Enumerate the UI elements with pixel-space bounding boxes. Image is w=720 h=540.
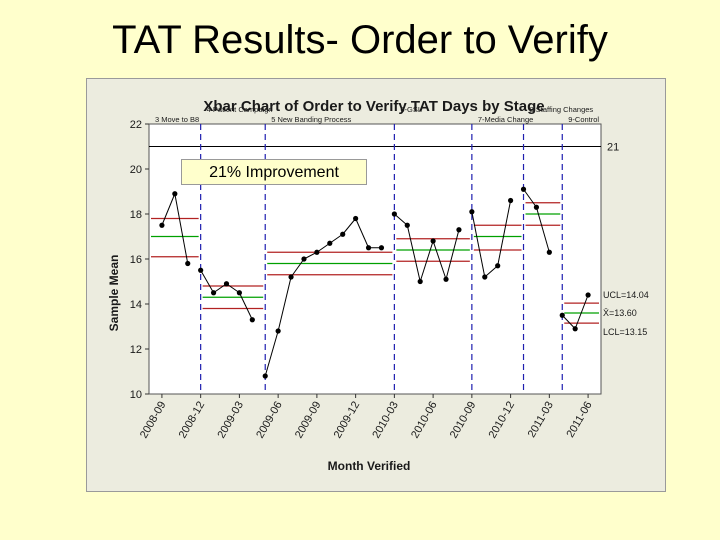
series-segment [200,270,215,293]
data-point [482,274,488,280]
x-axis-title: Month Verified [328,459,411,473]
data-point [469,209,475,215]
series-segment [213,283,227,294]
chart-frame: Xbar Chart of Order to Verify TAT Days b… [86,78,666,492]
data-point [301,256,307,262]
y-axis-title: Sample Mean [107,255,121,332]
stage-label: 6-GSL [400,105,422,114]
data-point [365,245,372,251]
data-point [559,312,565,318]
data-point [391,211,397,217]
series-segment [394,213,408,226]
stage-label: 7-Media Change [478,115,533,124]
series-segment [161,193,176,226]
data-point [327,240,333,246]
xbar-chart: Xbar Chart of Order to Verify TAT Days b… [87,79,665,491]
series-segment [561,314,576,330]
series-segment [432,240,447,280]
series-segment [535,207,550,253]
data-point [572,326,578,332]
stage-label: 4 Patient Campaign [207,105,273,114]
limit-label: X̄=13.60 [603,308,637,318]
data-point [353,215,359,222]
series-segment [574,294,589,329]
data-point [314,249,320,255]
y-tick-label: 10 [130,389,142,401]
data-point [249,317,255,323]
data-point [546,249,552,255]
data-point [210,290,217,296]
data-point [456,227,462,233]
stage-label: 8 Staffing Changes [530,105,594,114]
data-point [340,231,346,237]
limit-label: UCL=14.04 [603,290,649,300]
series-segment [277,276,292,332]
series-segment [264,330,279,377]
data-point [262,373,268,379]
data-point [585,292,591,298]
improvement-callout: 21% Improvement [181,159,367,185]
y-tick-label: 18 [130,209,142,221]
stage-label: 5 New Banding Process [271,115,351,124]
series-segment [329,233,344,244]
series-segment [406,225,421,282]
data-point [430,238,436,244]
series-segment [497,200,512,266]
series-segment [316,242,331,253]
data-point [236,290,242,296]
data-point [443,276,449,282]
y-tick-label: 22 [130,119,142,131]
stage-label: 3 Move to B8 [155,115,199,124]
data-point [404,222,410,228]
data-point [198,267,204,273]
data-point [495,263,501,269]
series-segment [342,218,357,235]
limit-label: LCL=13.15 [603,327,647,337]
data-point [185,260,191,267]
series-segment [419,240,434,282]
series-segment [226,283,240,294]
y-tick-label: 12 [130,344,142,356]
data-point [172,191,178,197]
series-segment [290,258,305,278]
y-tick-label: 20 [130,164,142,176]
series-segment [355,218,370,248]
series-segment [471,211,486,278]
stage-label: 9-Control [568,115,599,124]
data-point [508,197,514,204]
series-segment [445,229,460,280]
series-segment [174,193,189,264]
chart-title: Xbar Chart of Order to Verify TAT Days b… [203,98,544,115]
series-segment [523,188,537,208]
data-point [533,204,540,210]
data-point [223,281,230,287]
y-tick-label: 16 [130,254,142,266]
slide-title: TAT Results- Order to Verify [112,18,608,62]
y-tick-label: 14 [130,299,142,311]
data-point [275,328,281,334]
series-segment [238,292,253,320]
series-segment [484,265,499,278]
data-point [159,222,165,228]
target-label: 21 [607,142,619,154]
data-point [520,186,527,192]
data-point [378,245,385,251]
data-point [288,274,294,280]
data-point [417,278,423,285]
